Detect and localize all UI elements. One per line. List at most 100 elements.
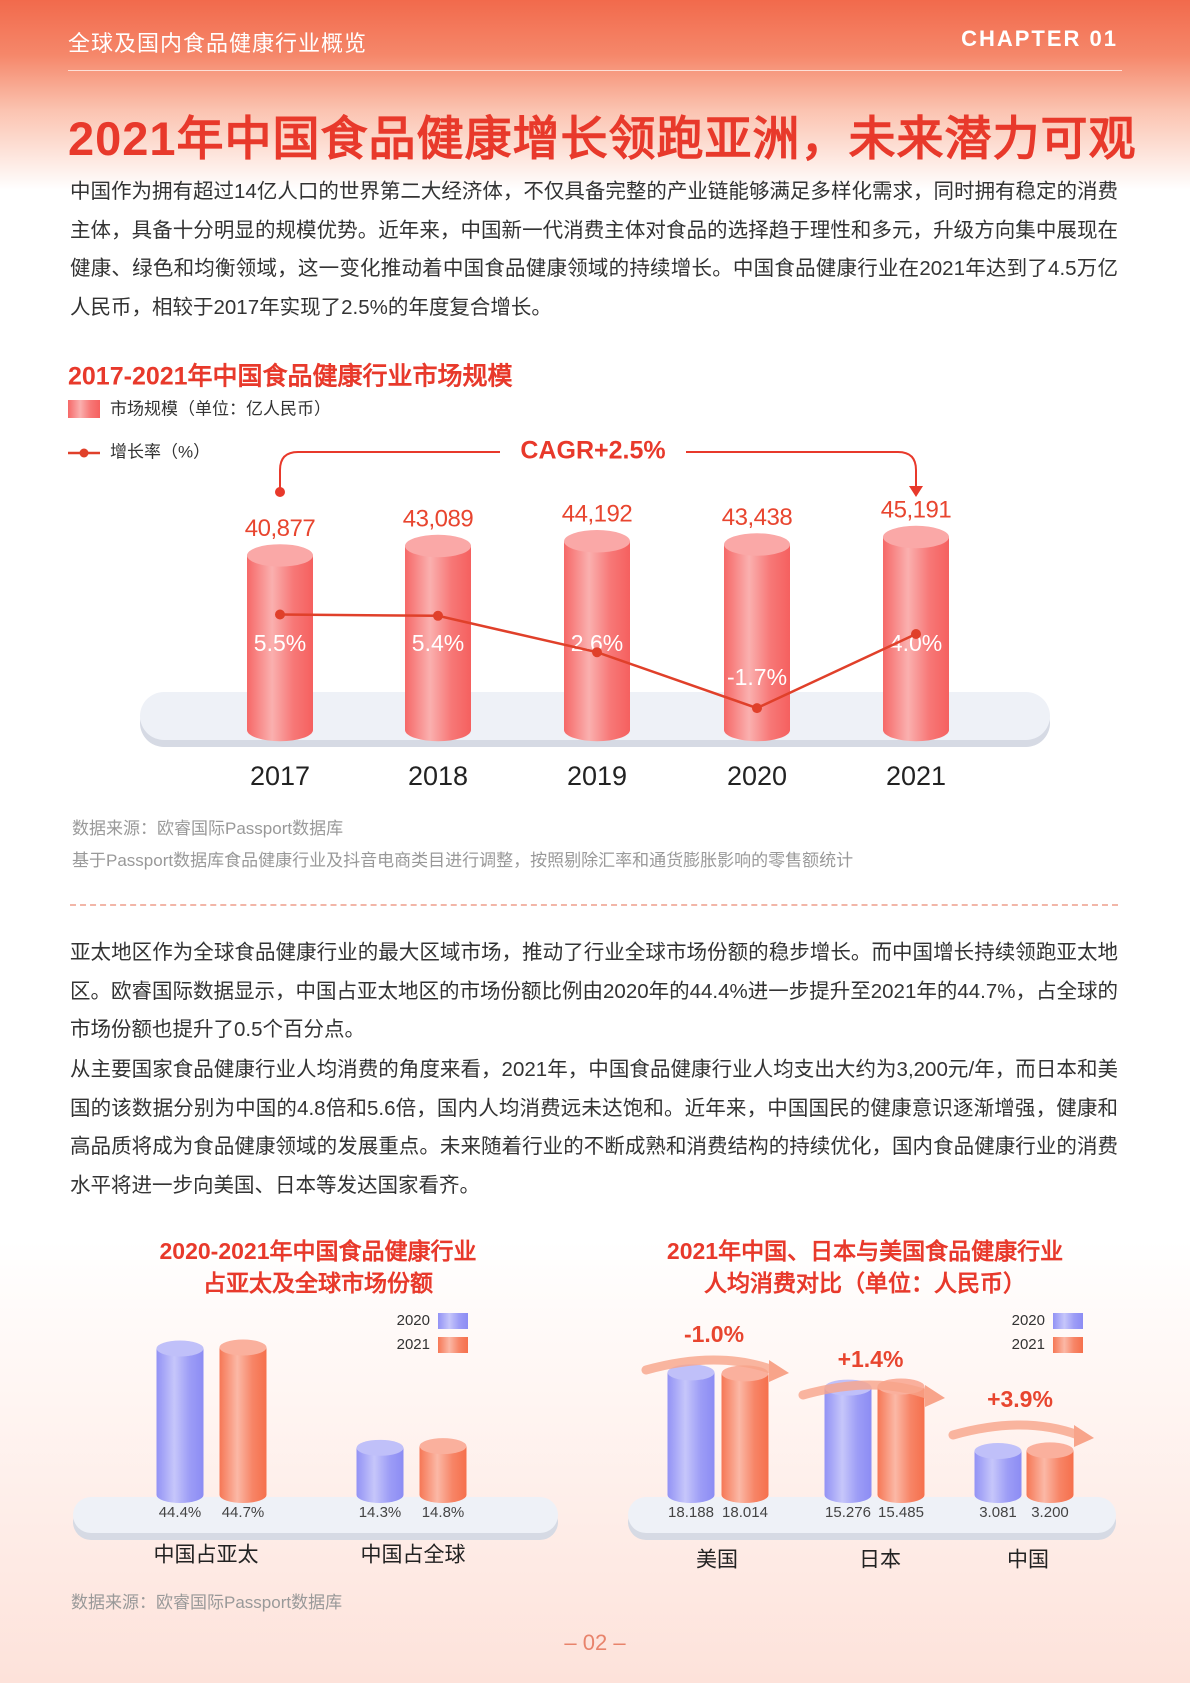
bar <box>877 1386 925 1495</box>
legend-swatch <box>438 1337 468 1353</box>
line-marker <box>433 610 443 621</box>
change-arrow <box>798 1380 934 1400</box>
legend-label: 2021 <box>1012 1336 1045 1353</box>
value-label: 44,192 <box>562 501 633 528</box>
rate-label: -1.7% <box>727 664 787 690</box>
legend-swatch <box>68 400 100 418</box>
legend-label: 2021 <box>397 1336 430 1353</box>
cylinder-top <box>356 1439 404 1456</box>
annotation: +1.4% <box>838 1346 904 1372</box>
bar <box>564 541 630 730</box>
change-arrowhead <box>925 1385 945 1407</box>
value-label: 14.8% <box>422 1504 465 1521</box>
annotation-arrowhead <box>909 486 923 497</box>
header-chapter: CHAPTER 01 <box>961 26 1118 51</box>
x-tick-label: 2021 <box>886 761 946 791</box>
cylinder-top <box>564 530 630 553</box>
legend-label: 2020 <box>397 1312 430 1329</box>
annotation-arrow <box>279 451 917 492</box>
page-title: 2021年中国食品健康增长领跑亚洲，未来潜力可观 <box>68 112 1137 165</box>
footer-source: 数据来源：欧睿国际Passport数据库 <box>71 1593 343 1612</box>
change-arrow <box>948 1420 1083 1440</box>
bar <box>667 1372 715 1495</box>
line-marker <box>911 629 921 639</box>
cylinder-top <box>219 1339 267 1356</box>
body-paragraph: 亚太地区作为全球食品健康行业的最大区域市场，推动了行业全球市场份额的稳步增长。而… <box>70 941 1118 1041</box>
legend-label: 增长率（%） <box>110 442 210 461</box>
x-tick-label: 中国占全球 <box>361 1544 466 1567</box>
annotation: +3.9% <box>987 1386 1053 1412</box>
chart-source: 数据来源：欧睿国际Passport数据库 <box>72 819 344 838</box>
x-tick-label: 2019 <box>567 761 627 791</box>
value-label: 14.3% <box>359 1504 402 1521</box>
bar <box>419 1446 467 1495</box>
header-rule <box>68 70 1122 71</box>
cylinder-top <box>405 534 471 558</box>
cylinder-top <box>1026 1442 1074 1459</box>
value-label: 40,877 <box>245 515 316 542</box>
value-label: 44.4% <box>159 1504 202 1521</box>
chart-title: 占亚太及全球市场份额 <box>203 1270 433 1296</box>
cylinder-top <box>247 544 313 567</box>
x-tick-label: 美国 <box>696 1549 738 1572</box>
value-label: 45,191 <box>881 496 952 523</box>
x-tick-label: 中国 <box>1007 1549 1049 1572</box>
line-marker <box>275 609 285 620</box>
legend-swatch <box>1053 1337 1083 1353</box>
legend-label: 市场规模（单位：亿人民币） <box>110 399 331 418</box>
value-label: 43,438 <box>722 504 793 531</box>
value-label: 43,089 <box>403 505 474 532</box>
legend-label: 2020 <box>1012 1312 1045 1329</box>
legend-swatch <box>1053 1313 1083 1329</box>
value-label: 44.7% <box>222 1504 265 1521</box>
chart-title: 人均消费对比（单位：人民币） <box>704 1270 1026 1296</box>
line-marker <box>592 647 602 658</box>
change-arrow <box>641 1355 778 1375</box>
cylinder-top <box>419 1438 467 1455</box>
annotation-dot <box>275 487 285 497</box>
bar <box>219 1347 267 1495</box>
cylinder-top <box>156 1340 204 1357</box>
x-tick-label: 2017 <box>250 761 310 791</box>
cylinder-top <box>974 1442 1022 1459</box>
cylinder-top <box>667 1364 715 1381</box>
value-label: 3.200 <box>1031 1504 1069 1521</box>
cylinder-top <box>724 533 790 556</box>
legend-marker <box>79 448 89 458</box>
chart-title: 2021年中国、日本与美国食品健康行业 <box>667 1238 1063 1264</box>
header-section: 全球及国内食品健康行业概览 <box>68 31 368 56</box>
x-tick-label: 中国占亚太 <box>154 1544 259 1567</box>
chart-title: 2020-2021年中国食品健康行业 <box>160 1238 477 1264</box>
value-label: 3.081 <box>979 1504 1017 1521</box>
page-number: – 02 – <box>564 1630 626 1655</box>
annotation: CAGR+2.5% <box>520 437 665 465</box>
change-arrowhead <box>1074 1425 1094 1447</box>
x-tick-label: 2018 <box>408 761 468 791</box>
annotation: -1.0% <box>684 1321 744 1347</box>
divider <box>70 904 1118 906</box>
platform <box>73 1497 558 1533</box>
cylinder-top <box>883 525 949 549</box>
bar <box>721 1373 769 1495</box>
bar <box>405 545 471 730</box>
chart-note: 基于Passport数据库食品健康行业及抖音电商类目进行调整，按照剔除汇率和通货… <box>72 851 854 870</box>
change-arrowhead <box>769 1360 789 1382</box>
x-tick-label: 日本 <box>859 1549 901 1572</box>
bar <box>156 1348 204 1495</box>
value-label: 18.014 <box>722 1504 768 1521</box>
intro-paragraph: 中国作为拥有超过14亿人口的世界第二大经济体，不仅具备完整的产业链能够满足多样化… <box>70 180 1118 319</box>
body-paragraph: 从主要国家食品健康行业人均消费的角度来看，2021年，中国食品健康行业人均支出大… <box>70 1058 1118 1197</box>
rate-label: 5.4% <box>412 630 464 656</box>
bar <box>824 1387 872 1495</box>
bar <box>247 555 313 730</box>
chart-title: 2017-2021年中国食品健康行业市场规模 <box>68 362 514 391</box>
x-tick-label: 2020 <box>727 761 787 791</box>
value-label: 15.276 <box>825 1504 871 1521</box>
value-label: 18.188 <box>668 1504 714 1521</box>
rate-label: 5.5% <box>254 630 306 656</box>
platform <box>628 1497 1116 1533</box>
value-label: 15.485 <box>878 1504 924 1521</box>
line-marker <box>752 703 762 714</box>
